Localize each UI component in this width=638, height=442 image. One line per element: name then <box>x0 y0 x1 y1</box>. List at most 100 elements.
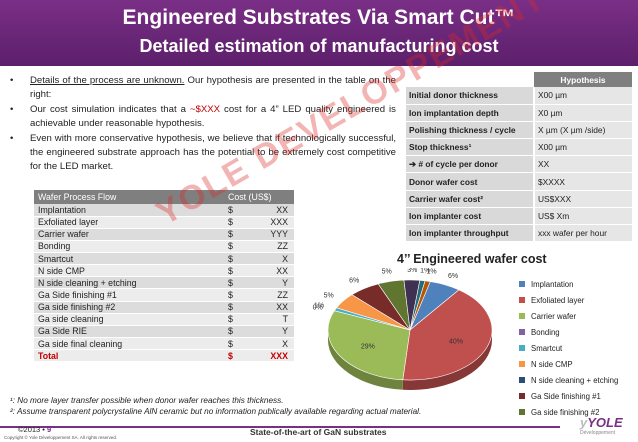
footnote-2: ²: Assume transparent polycrystaline AlN… <box>10 407 422 416</box>
cost-row: N side CMP $ XX <box>34 264 294 278</box>
cost-cell-cur: $ <box>224 313 244 326</box>
legend-swatch <box>519 377 525 383</box>
legend-label: Ga Side finishing #1 <box>531 391 601 401</box>
cost-cell-step: Ga Side RIE <box>34 325 224 339</box>
cost-cell-cur: $ <box>224 228 244 241</box>
cost-row: Ga side cleaning $ T <box>34 313 294 326</box>
logo-text: YOLE <box>587 415 623 430</box>
hypothesis-value: XX <box>533 155 632 174</box>
hypothesis-table: Hypothesis Initial donor thickness X00 µm… <box>406 72 632 243</box>
cost-cell-val: XX <box>244 204 294 217</box>
cost-row: Exfoliated layer $ XXX <box>34 216 294 229</box>
cost-cell-step: Smartcut <box>34 252 224 266</box>
legend-swatch <box>519 281 525 287</box>
cost-cell-cur: $ <box>224 301 244 314</box>
legend-swatch <box>519 393 525 399</box>
legend-label: Carrier wafer <box>531 311 577 321</box>
chart-title: 4’’ Engineered wafer cost <box>397 252 547 266</box>
hypothesis-row: Carrier wafer cost² US$XXX <box>406 190 632 208</box>
pie-label: 40% <box>449 339 463 346</box>
cost-cell-cur: $ <box>224 349 244 363</box>
cost-cell-val: YYY <box>244 228 294 241</box>
pie-label: 1% <box>427 268 437 275</box>
cost-table: Wafer Process Flow Cost (US$) Implantati… <box>34 190 294 363</box>
hypothesis-key: Ion implanter throughput <box>406 224 534 243</box>
cost-cell-cur: $ <box>224 204 244 217</box>
cost-cell-step: Implantation <box>34 204 224 217</box>
pie-label: 6% <box>448 273 458 280</box>
hypothesis-key: ➔ # of cycle per donor <box>406 155 534 174</box>
cost-cell-cur: $ <box>224 264 244 278</box>
cost-cell-cur: $ <box>224 240 244 254</box>
footer-divider <box>0 426 560 428</box>
bullet-1-rest: Our hypothesis are presented in the tabl… <box>30 75 396 100</box>
legend-item: N side CMP <box>519 356 618 372</box>
legend-label: Implantation <box>531 279 574 289</box>
pie-label: 3% <box>407 268 417 274</box>
hypothesis-value: X µm (X µm /side) <box>533 121 632 140</box>
cost-row: Ga Side finishing #1 $ ZZ <box>34 288 294 302</box>
cost-cell-step: Carrier wafer <box>34 228 224 241</box>
legend-swatch <box>519 329 525 335</box>
cost-cell-val: XX <box>244 301 294 314</box>
pie-slice <box>402 289 493 381</box>
cost-cell-cur: $ <box>224 337 244 351</box>
cost-row: Ga Side RIE $ Y <box>34 325 294 339</box>
cost-cell-cur: $ <box>224 216 244 229</box>
pie-label: 6% <box>349 277 359 284</box>
legend-label: N side cleaning + etching <box>531 375 619 385</box>
cost-cell-step: Ga Side finishing #1 <box>34 288 224 302</box>
cost-cell-val: ZZ <box>244 288 294 302</box>
bullet-2: Our cost simulation indicates that a ~$X… <box>8 103 396 131</box>
hypothesis-key: Stop thickness¹ <box>406 138 534 157</box>
bullet-list: Details of the process are unknown. Our … <box>8 74 396 175</box>
legend-item: Bonding <box>519 324 618 340</box>
pie-label: 5% <box>382 269 392 276</box>
pie-label: 29% <box>361 344 375 351</box>
hypothesis-value: $XXXX <box>533 172 632 191</box>
hypothesis-row: Stop thickness¹ X00 µm <box>406 138 632 157</box>
hypothesis-row: Ion implanter cost US$ Xm <box>406 207 632 226</box>
cost-body: Implantation $ XX Exfoliated layer $ XXX Carri… <box>34 204 294 363</box>
logo-subtext: Développement <box>580 430 616 436</box>
footer-title: State-of-the-art of GaN substrates <box>250 427 387 437</box>
legend-label: Exfoliated layer <box>531 295 585 305</box>
footnotes: ¹: No more layer transfer possible when … <box>10 395 421 417</box>
hypothesis-value: X0 µm <box>533 104 632 122</box>
hypothesis-blank-header <box>406 72 534 87</box>
pie-slice <box>327 310 411 381</box>
hypothesis-value: xxx wafer per hour <box>533 224 632 243</box>
legend-label: Ga side finishing #2 <box>531 407 600 417</box>
hypothesis-value: US$ Xm <box>533 207 632 226</box>
cost-cell-step: Ga side cleaning <box>34 313 224 326</box>
hypothesis-key: Ion implantation depth <box>406 104 534 122</box>
pie-chart: 6%40%29%0%1%5%6%5% 3% 1%1% <box>313 268 493 390</box>
hypothesis-header: Hypothesis <box>534 72 632 87</box>
cost-cell-val: T <box>244 313 294 326</box>
cost-cell-val: XX <box>244 264 294 278</box>
cost-cell-step: N side CMP <box>34 264 224 278</box>
hypothesis-row: ➔ # of cycle per donor XX <box>406 155 632 174</box>
chart-legend: Implantation Exfoliated layer Carrier wafe… <box>519 276 618 420</box>
pie-label: 1% <box>314 303 324 310</box>
legend-item: Ga Side finishing #1 <box>519 388 618 404</box>
bullet-2-post: cost for a 4” LED quality engineered is … <box>30 104 396 129</box>
cost-cell-step: Bonding <box>34 240 224 254</box>
pie-slice-side <box>328 330 403 390</box>
cost-cell-cur: $ <box>224 325 244 339</box>
pie-slice-side <box>402 330 492 390</box>
cost-cell-step: N side cleaning + etching <box>34 276 224 290</box>
legend-item: Ga side finishing #2 <box>519 404 618 420</box>
legend-item: Carrier wafer <box>519 308 618 324</box>
legend-label: Bonding <box>531 327 560 337</box>
cost-cell-val: X <box>244 252 294 266</box>
cost-row: Bonding $ ZZ <box>34 240 294 254</box>
hypothesis-row: Polishing thickness / cycle X µm (X µm /s… <box>406 121 632 140</box>
footnote-1: ¹: No more layer transfer possible when … <box>10 396 284 405</box>
hypothesis-key: Initial donor thickness <box>406 87 534 105</box>
cost-cell-val: X <box>244 337 294 351</box>
hypothesis-key: Carrier wafer cost² <box>406 190 534 208</box>
cost-row: Carrier wafer $ YYY <box>34 228 294 241</box>
hypothesis-key: Ion implanter cost <box>406 207 534 226</box>
legend-swatch <box>519 313 525 319</box>
